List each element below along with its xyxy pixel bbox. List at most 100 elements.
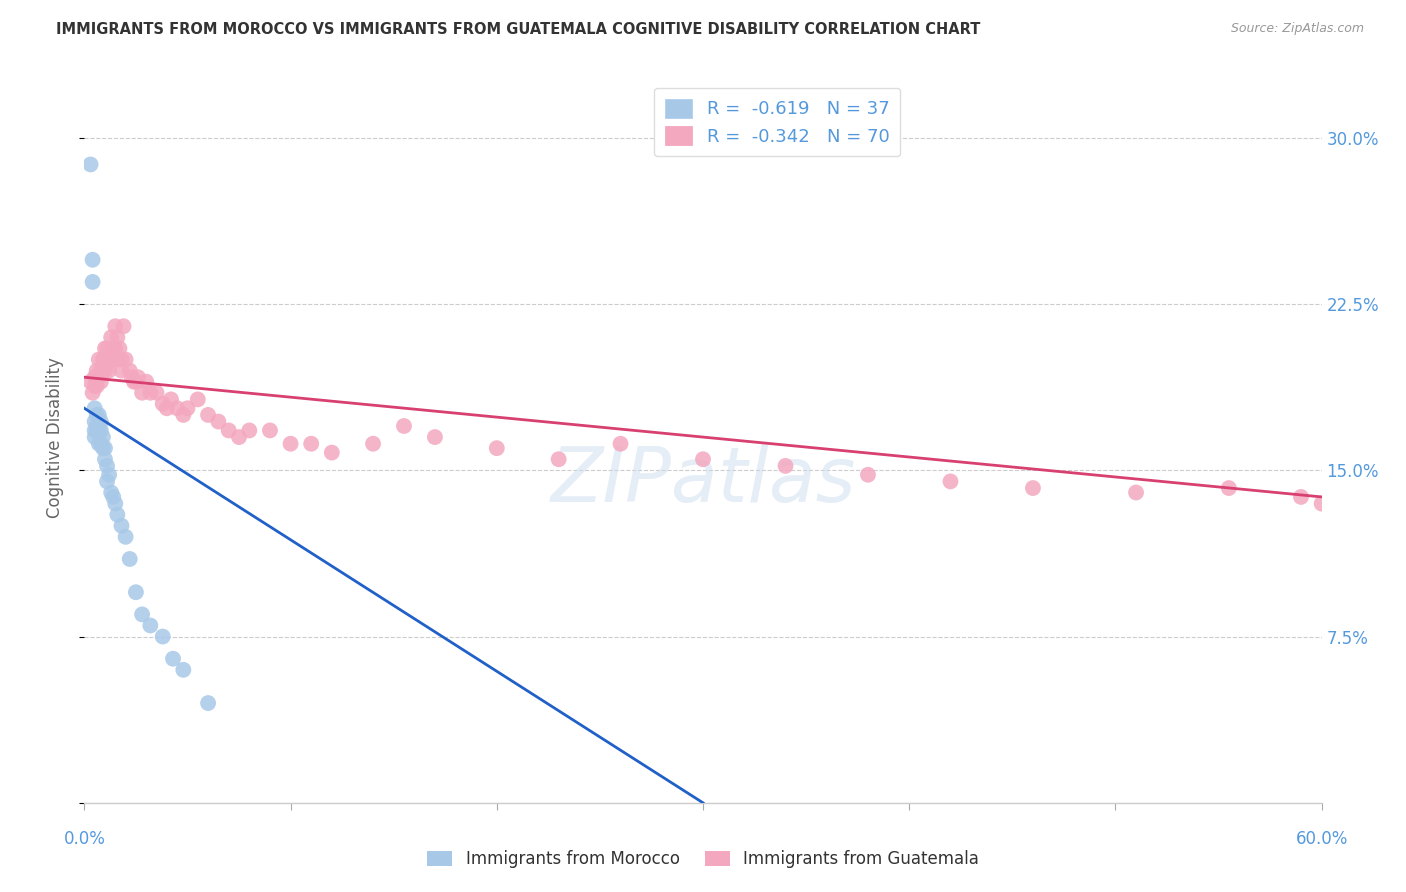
- Point: [91, 363, 114, 377]
- Point: [90, 363, 112, 377]
- Point: [90, 436, 112, 450]
- Point: [118, 552, 141, 566]
- Point: [131, 607, 153, 622]
- Text: IMMIGRANTS FROM MOROCCO VS IMMIGRANTS FROM GUATEMALA COGNITIVE DISABILITY CORREL: IMMIGRANTS FROM MOROCCO VS IMMIGRANTS FR…: [56, 22, 980, 37]
- Point: [96, 475, 118, 489]
- Point: [692, 452, 714, 467]
- Point: [259, 424, 281, 438]
- Text: 0.0%: 0.0%: [63, 830, 105, 847]
- Point: [94, 441, 117, 455]
- Point: [145, 385, 167, 400]
- Point: [105, 508, 128, 522]
- Point: [125, 375, 148, 389]
- Point: [96, 357, 118, 371]
- Point: [139, 618, 162, 632]
- Point: [104, 342, 127, 356]
- Point: [939, 475, 962, 489]
- Point: [197, 408, 219, 422]
- Point: [100, 330, 122, 344]
- Point: [238, 424, 260, 438]
- Point: [172, 408, 194, 422]
- Point: [83, 424, 105, 438]
- Point: [423, 430, 446, 444]
- Point: [392, 419, 415, 434]
- Point: [152, 397, 174, 411]
- Point: [110, 363, 132, 377]
- Point: [86, 419, 108, 434]
- Point: [83, 379, 105, 393]
- Point: [299, 436, 322, 450]
- Point: [1218, 481, 1240, 495]
- Point: [86, 408, 108, 422]
- Point: [207, 415, 229, 429]
- Point: [83, 415, 105, 429]
- Point: [83, 401, 105, 416]
- Point: [108, 342, 131, 356]
- Point: [1310, 497, 1333, 511]
- Point: [91, 430, 114, 444]
- Point: [135, 375, 157, 389]
- Point: [104, 497, 127, 511]
- Point: [83, 430, 105, 444]
- Point: [104, 319, 127, 334]
- Point: [110, 518, 132, 533]
- Point: [82, 252, 104, 267]
- Point: [609, 436, 631, 450]
- Point: [96, 458, 118, 473]
- Point: [91, 352, 114, 367]
- Point: [361, 436, 384, 450]
- Point: [90, 415, 112, 429]
- Point: [775, 458, 797, 473]
- Point: [100, 352, 122, 367]
- Point: [87, 352, 110, 367]
- Point: [82, 275, 104, 289]
- Point: [139, 385, 162, 400]
- Point: [114, 352, 136, 367]
- Text: Source: ZipAtlas.com: Source: ZipAtlas.com: [1230, 22, 1364, 36]
- Point: [160, 392, 183, 407]
- Point: [131, 385, 153, 400]
- Point: [86, 379, 108, 393]
- Y-axis label: Cognitive Disability: Cognitive Disability: [45, 357, 63, 517]
- Point: [856, 467, 879, 482]
- Point: [280, 436, 302, 450]
- Point: [122, 375, 145, 389]
- Point: [127, 370, 149, 384]
- Point: [103, 490, 125, 504]
- Point: [90, 375, 112, 389]
- Point: [547, 452, 569, 467]
- Point: [1125, 485, 1147, 500]
- Point: [187, 392, 209, 407]
- Point: [98, 352, 121, 367]
- Point: [90, 424, 112, 438]
- Point: [87, 424, 110, 438]
- Point: [121, 370, 143, 384]
- Text: 60.0%: 60.0%: [1295, 830, 1348, 847]
- Point: [103, 342, 125, 356]
- Point: [79, 157, 101, 171]
- Point: [79, 375, 101, 389]
- Point: [86, 363, 108, 377]
- Point: [96, 342, 118, 356]
- Point: [98, 467, 121, 482]
- Point: [94, 452, 117, 467]
- Point: [87, 436, 110, 450]
- Point: [156, 401, 179, 416]
- Point: [152, 630, 174, 644]
- Point: [176, 401, 198, 416]
- Point: [166, 401, 188, 416]
- Point: [86, 424, 108, 438]
- Point: [125, 585, 148, 599]
- Point: [321, 445, 343, 459]
- Point: [228, 430, 250, 444]
- Point: [105, 330, 128, 344]
- Point: [110, 352, 132, 367]
- Point: [100, 485, 122, 500]
- Point: [87, 408, 110, 422]
- Point: [98, 363, 121, 377]
- Point: [1289, 490, 1312, 504]
- Point: [82, 385, 104, 400]
- Point: [485, 441, 508, 455]
- Point: [91, 441, 114, 455]
- Point: [218, 424, 240, 438]
